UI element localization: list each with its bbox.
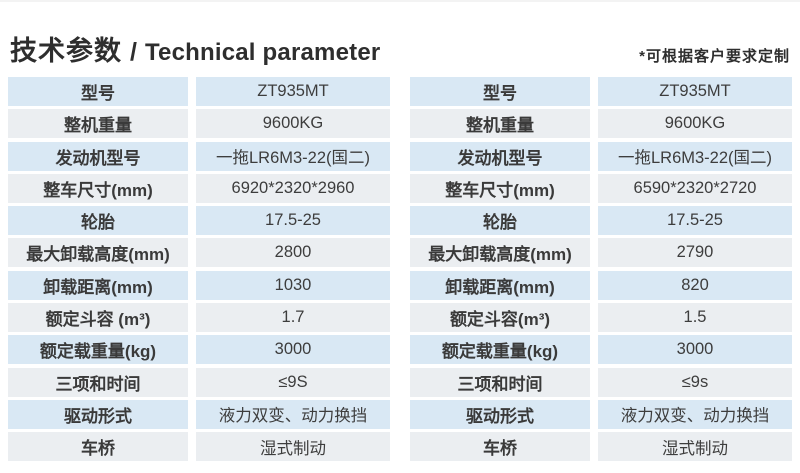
spec-value-cell: 3000: [598, 335, 792, 365]
spec-value-cell: ZT935MT: [196, 77, 390, 106]
spec-label-cell: 卸载距离(mm): [410, 270, 590, 300]
spec-row: 额定载重量(kg) 3000: [8, 335, 390, 365]
spec-row: 发动机型号 一拖LR6M3-22(国二): [8, 141, 390, 171]
spec-row: 卸载距离(mm) 1030: [8, 270, 390, 300]
spec-value-cell: 1.5: [598, 303, 792, 333]
spec-label-cell: 发动机型号: [8, 141, 188, 171]
spec-row: 型号 ZT935MT: [8, 77, 390, 106]
spec-label-cell: 驱动形式: [410, 399, 590, 429]
spec-label-cell: 车桥: [8, 432, 188, 462]
spec-row: 整车尺寸(mm) 6920*2320*2960: [8, 173, 390, 203]
spec-label-cell: 发动机型号: [410, 141, 590, 171]
spec-value-cell: 9600KG: [196, 109, 390, 139]
spec-row: 额定载重量(kg) 3000: [410, 335, 792, 365]
spec-label-cell: 整机重量: [8, 109, 188, 139]
spec-value-cell: 一拖LR6M3-22(国二): [196, 141, 390, 171]
spec-label-cell: 额定载重量(kg): [410, 335, 590, 365]
spec-row: 车桥 湿式制动: [410, 432, 792, 462]
spec-label-cell: 轮胎: [8, 206, 188, 236]
spec-value-cell: 2800: [196, 238, 390, 268]
spec-value-cell: 一拖LR6M3-22(国二): [598, 141, 792, 171]
spec-value-cell: 液力双变、动力换挡: [196, 399, 390, 429]
spec-value-cell: 1030: [196, 270, 390, 300]
spec-row: 轮胎 17.5-25: [410, 206, 792, 236]
spec-table-right: 型号 ZT935MT 整机重量 9600KG 发动机型号 一拖LR6M3-22(国二) 整车…: [410, 77, 792, 462]
spec-row: 轮胎 17.5-25: [8, 206, 390, 236]
spec-row: 型号 ZT935MT: [410, 77, 792, 106]
spec-tables-container: 型号 ZT935MT 整机重量 9600KG 发动机型号 一拖LR6M3-22(国二) 整车…: [8, 77, 792, 462]
spec-label-cell: 整车尺寸(mm): [8, 173, 188, 203]
spec-label-cell: 驱动形式: [8, 399, 188, 429]
spec-label-cell: 型号: [410, 77, 590, 106]
spec-row: 最大卸载高度(mm) 2790: [410, 238, 792, 268]
spec-row: 驱动形式 液力双变、动力换挡: [410, 399, 792, 429]
spec-value-cell: 9600KG: [598, 109, 792, 139]
spec-label-cell: 三项和时间: [8, 367, 188, 397]
spec-row: 额定斗容 (m³) 1.7: [8, 303, 390, 333]
spec-value-cell: 湿式制动: [196, 432, 390, 462]
spec-row: 整机重量 9600KG: [410, 109, 792, 139]
spec-row: 三项和时间 ≤9s: [410, 367, 792, 397]
spec-row: 卸载距离(mm) 820: [410, 270, 792, 300]
spec-row: 发动机型号 一拖LR6M3-22(国二): [410, 141, 792, 171]
spec-value-cell: 2790: [598, 238, 792, 268]
spec-label-cell: 三项和时间: [410, 367, 590, 397]
page-title-english: Technical parameter: [144, 39, 381, 66]
spec-value-cell: 3000: [196, 335, 390, 365]
spec-row: 车桥 湿式制动: [8, 432, 390, 462]
spec-label-cell: 轮胎: [410, 206, 590, 236]
spec-label-cell: 整机重量: [410, 109, 590, 139]
spec-label-cell: 额定斗容 (m³): [8, 303, 188, 333]
spec-value-cell: ≤9s: [598, 367, 792, 397]
spec-row: 整车尺寸(mm) 6590*2320*2720: [410, 173, 792, 203]
spec-value-cell: 17.5-25: [598, 206, 792, 236]
spec-row: 驱动形式 液力双变、动力换挡: [8, 399, 390, 429]
spec-label-cell: 型号: [8, 77, 188, 106]
spec-label-cell: 额定载重量(kg): [8, 335, 188, 365]
page-title-separator: /: [130, 38, 137, 66]
spec-label-cell: 额定斗容(m³): [410, 303, 590, 333]
spec-label-cell: 最大卸载高度(mm): [410, 238, 590, 268]
spec-value-cell: 湿式制动: [598, 432, 792, 462]
spec-value-cell: 1.7: [196, 303, 390, 333]
spec-table-left: 型号 ZT935MT 整机重量 9600KG 发动机型号 一拖LR6M3-22(国二) 整车…: [8, 77, 390, 462]
spec-value-cell: 6590*2320*2720: [598, 173, 792, 203]
spec-label-cell: 卸载距离(mm): [8, 270, 188, 300]
spec-row: 最大卸载高度(mm) 2800: [8, 238, 390, 268]
page-title-chinese: 技术参数: [10, 36, 122, 66]
spec-row: 整机重量 9600KG: [8, 109, 390, 139]
spec-label-cell: 整车尺寸(mm): [410, 173, 590, 203]
page-title: 技术参数 / Technical parameter: [10, 29, 380, 68]
spec-row: 三项和时间 ≤9S: [8, 367, 390, 397]
spec-label-cell: 车桥: [410, 432, 590, 462]
spec-value-cell: 6920*2320*2960: [196, 173, 390, 203]
spec-value-cell: ZT935MT: [598, 77, 792, 106]
spec-value-cell: 820: [598, 270, 792, 300]
spec-value-cell: 17.5-25: [196, 206, 390, 236]
spec-value-cell: 液力双变、动力换挡: [598, 399, 792, 429]
customization-note: *可根据客户要求定制: [639, 48, 790, 65]
spec-row: 额定斗容(m³) 1.5: [410, 303, 792, 333]
spec-label-cell: 最大卸载高度(mm): [8, 238, 188, 268]
spec-value-cell: ≤9S: [196, 367, 390, 397]
